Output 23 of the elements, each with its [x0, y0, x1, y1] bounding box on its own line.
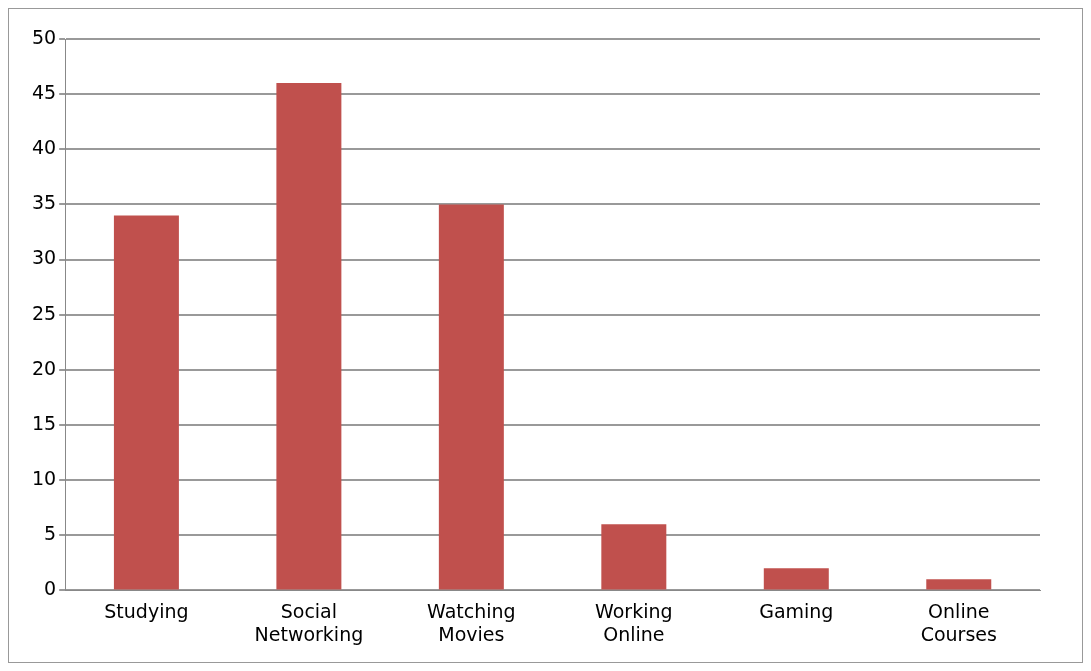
bar	[113, 215, 179, 590]
y-tick-label: 50	[31, 25, 57, 48]
x-tick-label: Social Networking	[254, 599, 364, 645]
y-tick-label: 0	[44, 577, 57, 600]
y-tick-label: 20	[31, 356, 57, 379]
bar	[276, 83, 342, 590]
bar	[763, 568, 829, 590]
y-tick-label: 10	[31, 467, 57, 490]
x-tick-label: Gaming	[759, 599, 834, 622]
y-tick-label: 25	[31, 301, 57, 324]
bar	[926, 579, 992, 590]
y-tick-label: 40	[31, 136, 57, 159]
bar	[601, 524, 667, 590]
y-tick-label: 35	[31, 191, 57, 214]
bar	[438, 204, 504, 590]
x-tick-label: Working Online	[595, 599, 673, 645]
x-tick-label: Online Courses	[920, 599, 997, 645]
y-tick-label: 30	[31, 246, 57, 269]
x-tick-label: Watching Movies	[427, 599, 516, 645]
y-tick-label: 45	[31, 81, 57, 104]
x-tick-label: Studying	[104, 599, 189, 622]
y-tick-label: 15	[31, 411, 57, 434]
y-tick-label: 5	[44, 522, 57, 545]
